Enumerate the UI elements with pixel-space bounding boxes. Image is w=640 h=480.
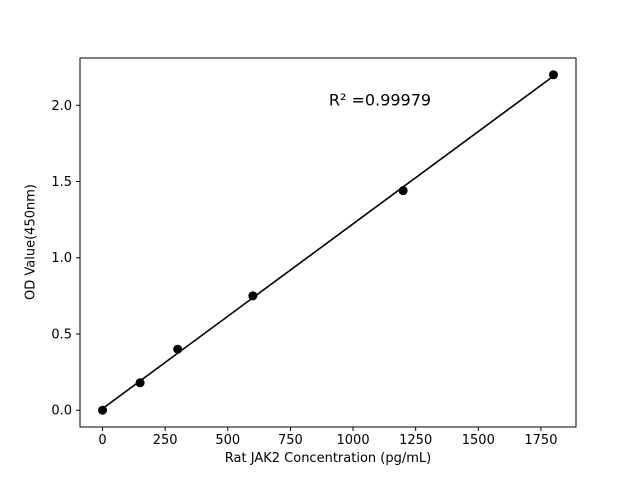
- x-tick-label: 1250: [399, 433, 432, 448]
- y-tick-label: 0.5: [51, 327, 72, 342]
- x-axis-label: Rat JAK2 Concentration (pg/mL): [224, 451, 432, 466]
- data-point: [135, 378, 145, 388]
- r-squared-annotation: R² =0.99979: [328, 90, 432, 110]
- y-axis-label: OD Value(450nm): [23, 184, 39, 300]
- x-tick-label: 500: [215, 433, 240, 448]
- data-point: [548, 70, 558, 80]
- data-point: [98, 405, 108, 415]
- y-tick-label: 2.0: [51, 99, 72, 114]
- data-point: [398, 186, 408, 196]
- x-tick-label: 1000: [337, 433, 370, 448]
- data-point: [248, 291, 258, 301]
- y-tick-label: 1.0: [51, 251, 72, 266]
- x-tick-label: 1750: [524, 433, 557, 448]
- x-tick-label: 1500: [462, 433, 495, 448]
- y-tick-label: 0.0: [51, 404, 72, 419]
- x-tick-label: 750: [278, 433, 303, 448]
- x-tick-label: 0: [98, 433, 106, 448]
- data-point: [173, 344, 183, 354]
- x-tick-label: 250: [153, 433, 178, 448]
- y-tick-label: 1.5: [51, 175, 72, 190]
- plot-border: [79, 57, 577, 428]
